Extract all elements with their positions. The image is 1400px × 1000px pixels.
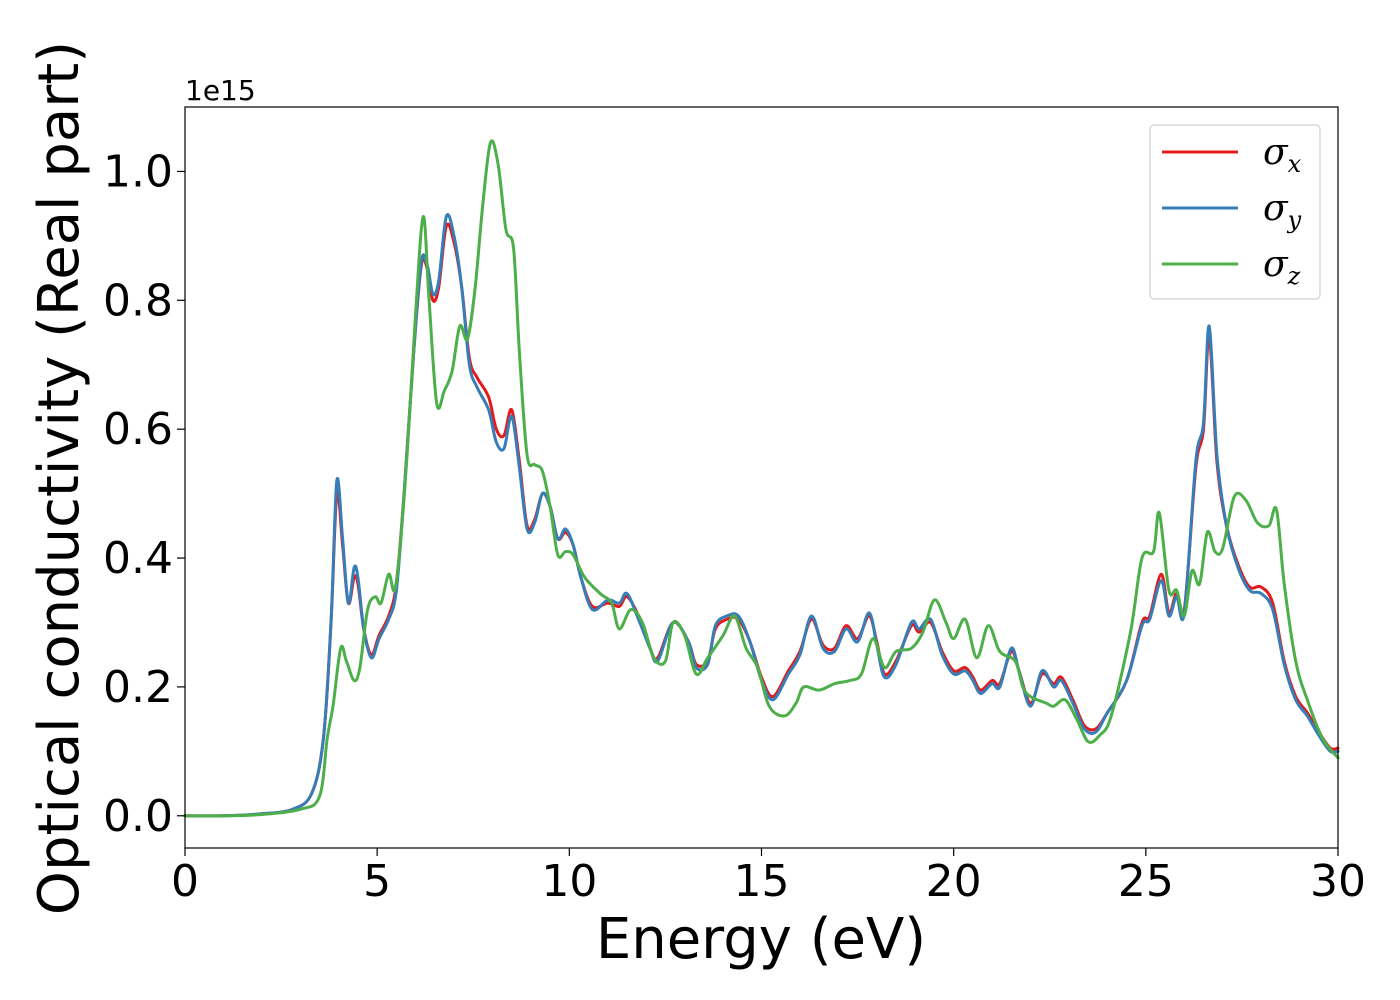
x-tick-label: 0 [171, 856, 199, 907]
legend-box [1149, 124, 1321, 300]
x-axis-title: Energy (eV) [596, 907, 926, 972]
series-layer [183, 139, 1340, 818]
legend-label-x: σx [1263, 132, 1302, 178]
x-tick-label: 5 [363, 856, 391, 907]
legend-label-y: σy [1263, 188, 1302, 234]
y-tick-label: 1.0 [103, 146, 173, 197]
y-tick-label: 0.2 [103, 662, 173, 713]
x-tick-label: 30 [1310, 856, 1366, 907]
legend-label-z: σz [1263, 244, 1301, 290]
x-tick-label: 20 [926, 856, 982, 907]
y-axis-title: Optical conductivity (Real part) [27, 41, 92, 915]
x-tick-label: 10 [541, 856, 597, 907]
legend-items: σx σy σz [1162, 132, 1302, 290]
legend: σx σy σz [1149, 124, 1321, 300]
y-offset-label: 1e15 [185, 74, 256, 107]
y-tick-label: 0.6 [103, 404, 173, 455]
x-tick-label: 15 [734, 856, 790, 907]
series-line-z [183, 139, 1340, 818]
plot-background [185, 107, 1338, 848]
y-tick-label: 0.8 [103, 275, 173, 326]
x-axis-ticks: 0 5 10 15 20 25 30 [171, 848, 1366, 907]
y-tick-label: 0.0 [103, 791, 173, 842]
y-axis-ticks: 0.0 0.2 0.4 0.6 0.8 1.0 [103, 146, 185, 842]
x-tick-label: 25 [1118, 856, 1174, 907]
y-tick-label: 0.4 [103, 533, 173, 584]
